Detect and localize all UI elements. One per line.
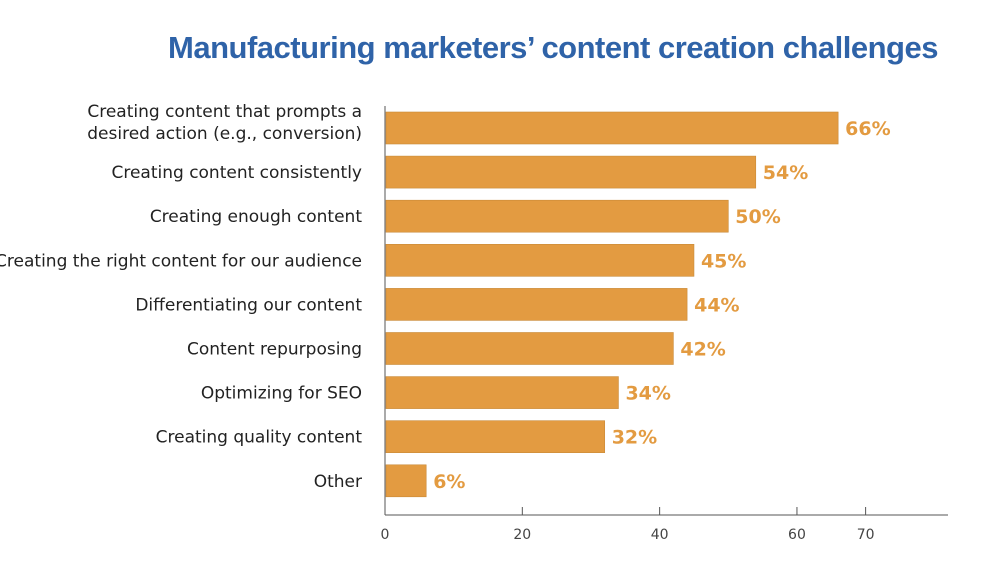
category-label: Creating content consistently <box>111 163 362 183</box>
category-label: Creating content that prompts a desired a… <box>87 102 362 144</box>
bar <box>385 332 674 365</box>
category-label: Optimizing for SEO <box>201 384 362 404</box>
bar <box>385 420 606 454</box>
category-label: Other <box>314 472 362 492</box>
bar <box>385 376 619 409</box>
x-tick-label: 40 <box>651 527 669 543</box>
value-label: 54% <box>763 162 808 184</box>
category-label: Creating enough content <box>150 207 363 227</box>
value-label: 34% <box>625 383 670 405</box>
bar <box>385 111 839 145</box>
x-tick-label: 20 <box>513 527 531 543</box>
value-label: 44% <box>694 294 739 316</box>
category-label: Content repurposing <box>187 340 362 360</box>
category-label: Creating quality content <box>156 428 363 448</box>
bar <box>385 155 757 189</box>
x-tick-label: 60 <box>788 527 806 543</box>
x-tick-label: 70 <box>857 527 875 543</box>
bar <box>385 464 427 498</box>
category-label: Differentiating our content <box>135 295 362 315</box>
chart-title: Manufacturing marketers’ content creatio… <box>168 30 938 65</box>
value-label: 66% <box>845 118 890 140</box>
value-label: 45% <box>701 250 746 272</box>
x-tick-label: 0 <box>381 527 390 543</box>
bar <box>385 244 695 277</box>
value-label: 42% <box>680 339 725 361</box>
value-label: 32% <box>612 427 657 449</box>
value-label: 50% <box>735 206 780 228</box>
category-label: Creating the right content for our audie… <box>0 251 362 271</box>
bar <box>385 199 729 233</box>
value-label: 6% <box>433 471 465 493</box>
bar <box>385 288 688 321</box>
